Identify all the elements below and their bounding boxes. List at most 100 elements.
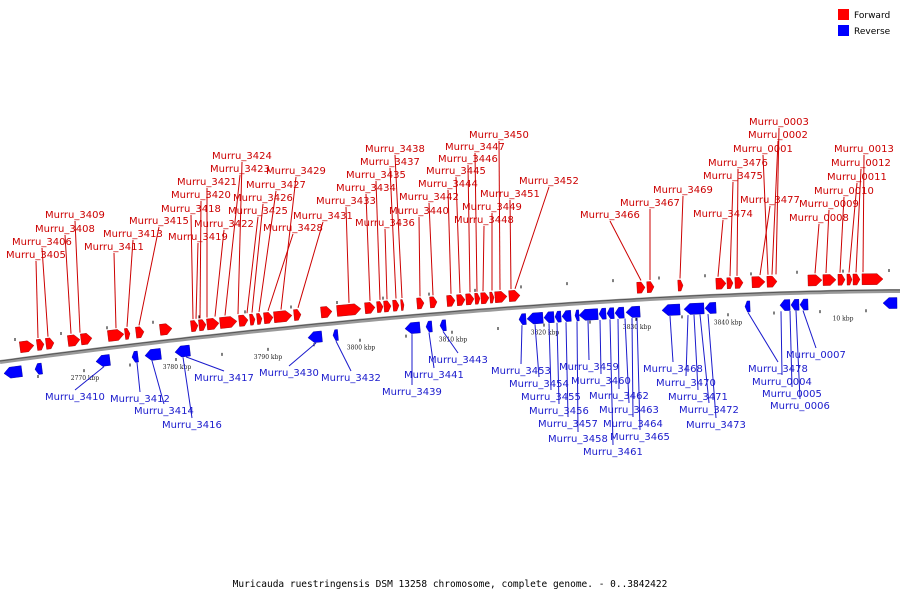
gene-label-murru-3465[interactable]: Murru_3465: [610, 432, 670, 443]
gene-label-murru-3449[interactable]: Murru_3449: [462, 202, 522, 213]
forward-gene-arrow[interactable]: [494, 291, 508, 303]
reverse-gene-arrow[interactable]: [704, 302, 717, 314]
gene-label-murru-3411[interactable]: Murru_3411: [84, 242, 144, 253]
forward-gene-arrow[interactable]: [219, 316, 238, 329]
gene-label-murru-3464[interactable]: Murru_3464: [603, 419, 663, 430]
forward-gene-arrow[interactable]: [822, 274, 837, 286]
reverse-gene-arrow[interactable]: [526, 312, 544, 325]
reverse-gene-arrow[interactable]: [799, 298, 809, 311]
gene-label-murru-3432[interactable]: Murru_3432: [321, 373, 381, 384]
forward-gene-arrow[interactable]: [474, 292, 481, 305]
reverse-gene-arrow[interactable]: [790, 299, 800, 311]
gene-label-murru-3445[interactable]: Murru_3445: [426, 166, 486, 177]
gene-label-murru-3462[interactable]: Murru_3462: [589, 391, 649, 402]
gene-label-murru-3475[interactable]: Murru_3475: [703, 171, 763, 182]
gene-label-murru-3422[interactable]: Murru_3422: [194, 219, 254, 230]
forward-gene-arrow[interactable]: [846, 273, 853, 286]
gene-label-murru-3472[interactable]: Murru_3472: [679, 405, 739, 416]
gene-label-murru-3409[interactable]: Murru_3409: [45, 210, 105, 221]
reverse-gene-arrow[interactable]: [3, 365, 23, 379]
forward-gene-arrow[interactable]: [852, 273, 861, 286]
reverse-gene-arrow[interactable]: [578, 308, 599, 321]
reverse-gene-arrow[interactable]: [332, 329, 339, 341]
forward-gene-arrow[interactable]: [480, 292, 490, 305]
forward-gene-arrow[interactable]: [249, 313, 256, 326]
gene-label-murru-3412[interactable]: Murru_3412: [110, 394, 170, 405]
gene-label-murru-3410[interactable]: Murru_3410: [45, 392, 105, 403]
gene-label-murru-3461[interactable]: Murru_3461: [583, 447, 643, 458]
gene-label-murru-3429[interactable]: Murru_3429: [266, 166, 326, 177]
forward-gene-arrow[interactable]: [429, 296, 438, 309]
gene-label-murru-3452[interactable]: Murru_3452: [519, 176, 579, 187]
forward-gene-arrow[interactable]: [36, 338, 45, 351]
forward-gene-arrow[interactable]: [392, 299, 400, 312]
reverse-gene-arrow[interactable]: [574, 309, 580, 322]
reverse-gene-arrow[interactable]: [779, 299, 791, 311]
gene-label-murru-3440[interactable]: Murru_3440: [389, 206, 449, 217]
forward-gene-arrow[interactable]: [715, 277, 727, 290]
reverse-gene-arrow[interactable]: [561, 310, 572, 322]
reverse-gene-arrow[interactable]: [614, 306, 625, 319]
gene-label-murru-0013[interactable]: Murru_0013: [834, 144, 894, 155]
gene-label-murru-3447[interactable]: Murru_3447: [445, 142, 505, 153]
reverse-gene-arrow[interactable]: [518, 313, 527, 325]
gene-label-murru-3476[interactable]: Murru_3476: [708, 158, 768, 169]
reverse-gene-arrow[interactable]: [439, 319, 447, 332]
gene-label-murru-0012[interactable]: Murru_0012: [831, 158, 891, 169]
gene-label-murru-3451[interactable]: Murru_3451: [480, 189, 540, 200]
gene-label-murru-0010[interactable]: Murru_0010: [814, 186, 874, 197]
gene-label-murru-3436[interactable]: Murru_3436: [355, 218, 415, 229]
gene-label-murru-3454[interactable]: Murru_3454: [509, 379, 569, 390]
forward-gene-arrow[interactable]: [135, 326, 145, 339]
forward-gene-arrow[interactable]: [263, 312, 274, 324]
gene-label-murru-3455[interactable]: Murru_3455: [521, 392, 581, 403]
forward-gene-arrow[interactable]: [400, 299, 405, 311]
gene-label-murru-3450[interactable]: Murru_3450: [469, 130, 529, 141]
gene-label-murru-3470[interactable]: Murru_3470: [656, 378, 716, 389]
gene-label-murru-3478[interactable]: Murru_3478: [748, 364, 808, 375]
gene-label-murru-3420[interactable]: Murru_3420: [171, 190, 231, 201]
gene-label-murru-3438[interactable]: Murru_3438: [365, 144, 425, 155]
gene-label-murru-3427[interactable]: Murru_3427: [246, 180, 306, 191]
gene-label-murru-3443[interactable]: Murru_3443: [428, 355, 488, 366]
forward-gene-arrow[interactable]: [206, 318, 220, 331]
gene-label-murru-0005[interactable]: Murru_0005: [762, 389, 822, 400]
gene-label-murru-3459[interactable]: Murru_3459: [559, 362, 619, 373]
gene-label-murru-3423[interactable]: Murru_3423: [210, 164, 270, 175]
gene-label-murru-3469[interactable]: Murru_3469: [653, 185, 713, 196]
gene-label-murru-3448[interactable]: Murru_3448: [454, 215, 514, 226]
forward-gene-arrow[interactable]: [190, 320, 199, 332]
reverse-gene-arrow[interactable]: [404, 321, 421, 334]
forward-gene-arrow[interactable]: [508, 290, 521, 302]
forward-gene-arrow[interactable]: [677, 279, 684, 292]
gene-label-murru-3460[interactable]: Murru_3460: [571, 376, 631, 387]
forward-gene-arrow[interactable]: [465, 293, 475, 306]
forward-gene-arrow[interactable]: [19, 340, 35, 353]
reverse-gene-arrow[interactable]: [131, 350, 139, 363]
gene-label-murru-3413[interactable]: Murru_3413: [103, 229, 163, 240]
gene-label-murru-0002[interactable]: Murru_0002: [748, 130, 808, 141]
gene-label-murru-3417[interactable]: Murru_3417: [194, 373, 254, 384]
forward-gene-arrow[interactable]: [861, 273, 884, 286]
gene-label-murru-3471[interactable]: Murru_3471: [668, 392, 728, 403]
gene-label-murru-0008[interactable]: Murru_0008: [789, 213, 849, 224]
forward-gene-arrow[interactable]: [159, 323, 173, 336]
gene-label-murru-3405[interactable]: Murru_3405: [6, 250, 66, 261]
reverse-gene-arrow[interactable]: [425, 320, 433, 333]
forward-gene-arrow[interactable]: [293, 309, 302, 321]
gene-label-murru-0011[interactable]: Murru_0011: [827, 172, 887, 183]
forward-gene-arrow[interactable]: [446, 295, 456, 307]
forward-gene-arrow[interactable]: [489, 291, 495, 304]
reverse-gene-arrow[interactable]: [661, 303, 681, 316]
forward-gene-arrow[interactable]: [376, 301, 384, 313]
reverse-gene-arrow[interactable]: [174, 344, 191, 358]
reverse-gene-arrow[interactable]: [34, 362, 43, 375]
forward-gene-arrow[interactable]: [273, 310, 293, 323]
gene-label-murru-3477[interactable]: Murru_3477: [740, 195, 800, 206]
forward-gene-arrow[interactable]: [320, 306, 333, 319]
forward-gene-arrow[interactable]: [646, 281, 655, 293]
gene-label-murru-3458[interactable]: Murru_3458: [548, 434, 608, 445]
gene-label-murru-3428[interactable]: Murru_3428: [263, 223, 323, 234]
gene-label-murru-0006[interactable]: Murru_0006: [770, 401, 830, 412]
gene-label-murru-3431[interactable]: Murru_3431: [293, 211, 353, 222]
